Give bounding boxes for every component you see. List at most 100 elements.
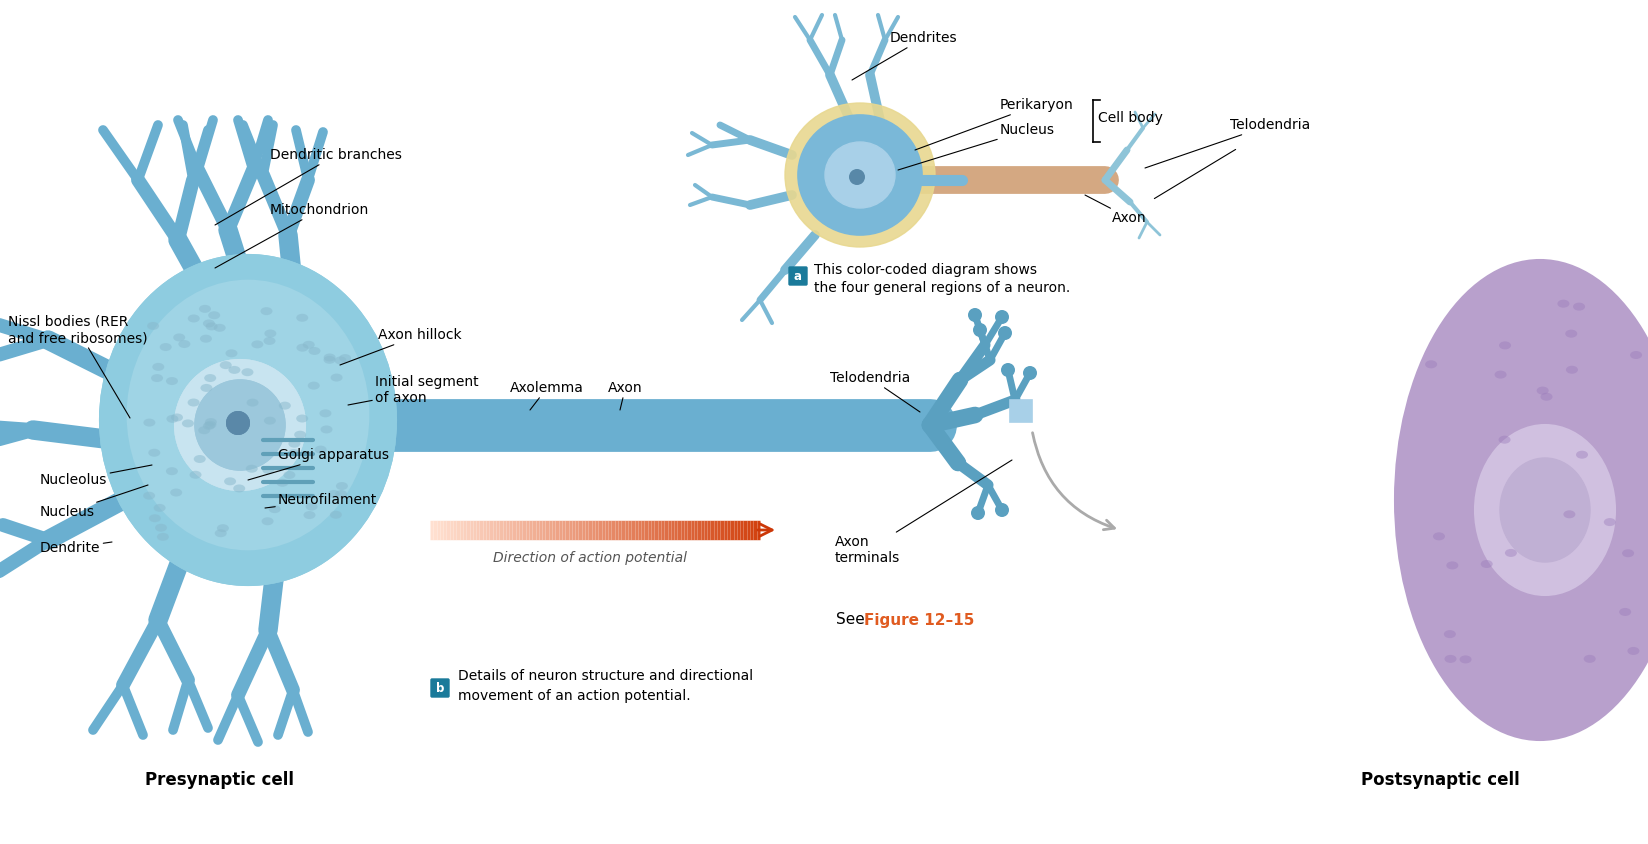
Ellipse shape (152, 374, 163, 382)
Ellipse shape (1562, 511, 1574, 518)
Ellipse shape (204, 418, 218, 426)
FancyBboxPatch shape (430, 679, 448, 697)
Ellipse shape (336, 482, 348, 490)
Text: Nissl bodies (RER
and free ribosomes): Nissl bodies (RER and free ribosomes) (8, 315, 148, 418)
Ellipse shape (1556, 300, 1569, 308)
Ellipse shape (1394, 260, 1648, 740)
Ellipse shape (226, 349, 237, 357)
Ellipse shape (335, 356, 346, 365)
Ellipse shape (279, 402, 290, 409)
Ellipse shape (203, 422, 214, 430)
Ellipse shape (199, 335, 213, 343)
Ellipse shape (1575, 451, 1587, 458)
Ellipse shape (219, 361, 232, 369)
Ellipse shape (101, 255, 396, 585)
Ellipse shape (175, 360, 305, 490)
Ellipse shape (1618, 608, 1630, 616)
Ellipse shape (175, 360, 305, 490)
Ellipse shape (303, 341, 315, 349)
Ellipse shape (283, 471, 295, 479)
Ellipse shape (153, 504, 165, 511)
Ellipse shape (148, 449, 160, 457)
Ellipse shape (1444, 630, 1455, 638)
Ellipse shape (971, 506, 984, 520)
Ellipse shape (967, 308, 982, 322)
Ellipse shape (250, 340, 264, 349)
Ellipse shape (784, 103, 934, 247)
Ellipse shape (330, 374, 343, 381)
Ellipse shape (1572, 303, 1584, 311)
Ellipse shape (320, 409, 331, 417)
Ellipse shape (188, 398, 199, 407)
Ellipse shape (997, 326, 1012, 340)
Text: b: b (435, 681, 443, 695)
Ellipse shape (143, 419, 155, 426)
Text: Dendrite: Dendrite (40, 541, 112, 555)
Ellipse shape (201, 384, 213, 392)
Ellipse shape (206, 322, 218, 330)
Ellipse shape (166, 468, 178, 475)
Ellipse shape (1582, 655, 1595, 663)
Ellipse shape (303, 511, 315, 519)
Ellipse shape (194, 380, 285, 470)
Ellipse shape (147, 322, 158, 330)
Ellipse shape (203, 319, 214, 327)
Ellipse shape (1564, 330, 1575, 338)
Ellipse shape (328, 490, 339, 498)
Ellipse shape (173, 333, 185, 342)
Ellipse shape (1432, 533, 1444, 540)
Ellipse shape (1498, 341, 1510, 349)
Ellipse shape (1480, 560, 1491, 568)
Bar (1009, 400, 1032, 422)
Ellipse shape (297, 414, 308, 423)
Ellipse shape (1536, 387, 1547, 395)
Ellipse shape (246, 465, 257, 473)
Ellipse shape (315, 446, 326, 453)
Text: movement of an action potential.: movement of an action potential. (458, 689, 691, 703)
Text: the four general regions of a neuron.: the four general regions of a neuron. (814, 281, 1070, 295)
Text: Dendrites: Dendrites (852, 31, 957, 80)
Ellipse shape (305, 502, 318, 511)
Ellipse shape (1630, 351, 1641, 359)
Ellipse shape (226, 411, 250, 435)
Ellipse shape (208, 311, 221, 319)
Text: Axon: Axon (608, 381, 643, 410)
Ellipse shape (101, 255, 396, 585)
Ellipse shape (190, 471, 201, 479)
Text: Nucleus: Nucleus (898, 123, 1055, 170)
Text: Nucleus: Nucleus (40, 485, 148, 519)
Ellipse shape (152, 363, 165, 371)
Ellipse shape (1022, 366, 1037, 380)
Text: a: a (794, 269, 801, 283)
Text: Axon
terminals: Axon terminals (834, 460, 1012, 565)
FancyArrowPatch shape (758, 524, 771, 536)
Text: Initial segment
of axon: Initial segment of axon (348, 375, 478, 405)
Ellipse shape (1627, 647, 1638, 655)
Ellipse shape (127, 279, 369, 550)
Ellipse shape (1505, 549, 1516, 557)
Ellipse shape (170, 489, 181, 496)
Ellipse shape (339, 354, 351, 362)
Ellipse shape (1000, 363, 1015, 377)
Text: Cell body: Cell body (1098, 111, 1162, 125)
Ellipse shape (1622, 549, 1633, 557)
Ellipse shape (148, 514, 162, 522)
Ellipse shape (849, 169, 865, 185)
Ellipse shape (1539, 392, 1551, 401)
Text: Dendritic branches: Dendritic branches (214, 148, 402, 225)
Text: Nucleolus: Nucleolus (40, 465, 152, 487)
Ellipse shape (1424, 360, 1437, 368)
Ellipse shape (269, 506, 280, 513)
Ellipse shape (204, 374, 216, 382)
Ellipse shape (320, 425, 333, 434)
Ellipse shape (1473, 425, 1613, 595)
Ellipse shape (127, 279, 369, 550)
Ellipse shape (798, 115, 921, 235)
Ellipse shape (1498, 436, 1510, 444)
Ellipse shape (214, 324, 226, 332)
Text: Direction of action potential: Direction of action potential (493, 551, 687, 565)
Text: Mitochondrion: Mitochondrion (214, 203, 369, 268)
Text: Postsynaptic cell: Postsynaptic cell (1360, 771, 1518, 789)
Ellipse shape (218, 524, 229, 533)
FancyArrowPatch shape (1032, 433, 1114, 530)
